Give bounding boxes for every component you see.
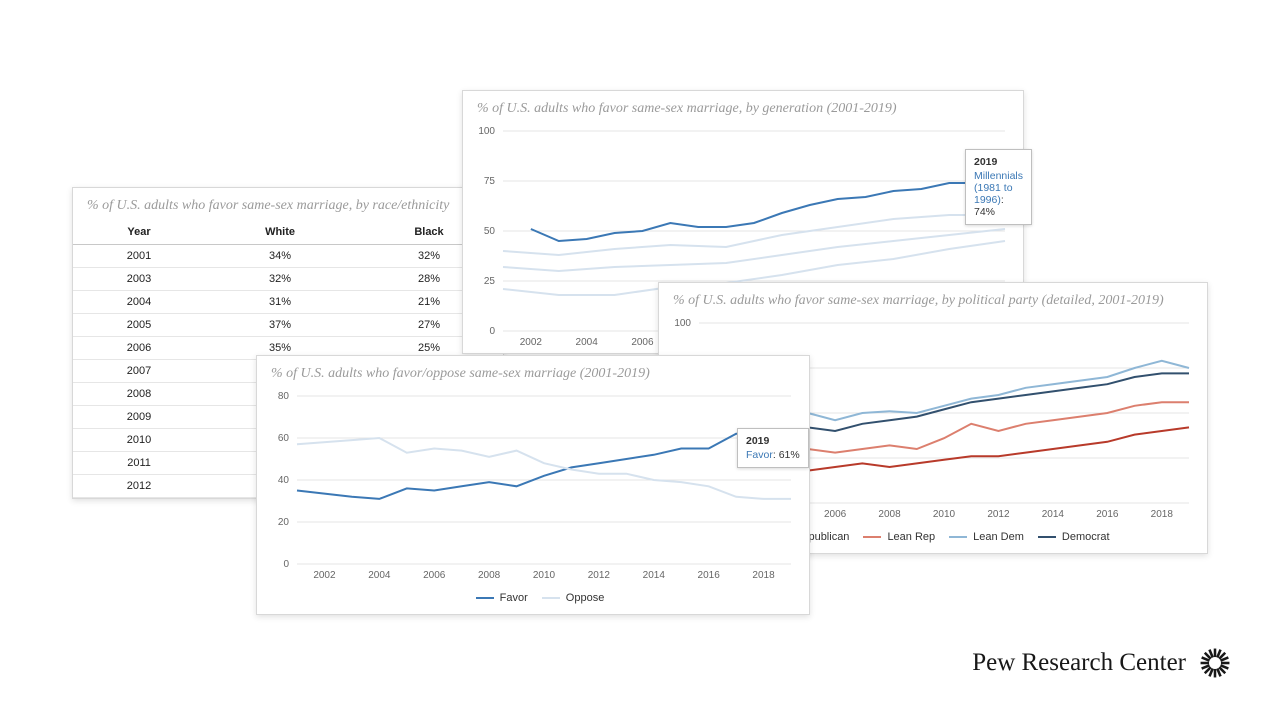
legend-item: Lean Rep [849, 531, 935, 543]
panel-title: % of U.S. adults who favor same-sex marr… [73, 188, 503, 220]
svg-text:0: 0 [283, 559, 289, 570]
legend-item: Oppose [528, 592, 605, 604]
svg-text:2002: 2002 [520, 337, 543, 348]
table-header: Year [73, 220, 205, 245]
svg-text:100: 100 [478, 126, 495, 137]
legend-item: Democrat [1024, 531, 1110, 543]
svg-text:80: 80 [278, 391, 290, 402]
svg-text:100: 100 [674, 318, 691, 329]
svg-text:2012: 2012 [987, 509, 1010, 520]
favor-oppose-chart-panel: % of U.S. adults who favor/oppose same-s… [256, 355, 810, 615]
svg-text:2006: 2006 [824, 509, 847, 520]
brand-text: Pew Research Center [972, 649, 1186, 677]
svg-text:2018: 2018 [752, 570, 775, 581]
brand-logo: Pew Research Center [972, 646, 1232, 680]
legend-item: Favor [462, 592, 528, 604]
table-row: 200431%21% [73, 291, 503, 314]
table-row: 200332%28% [73, 268, 503, 291]
tooltip-value: 74% [974, 206, 995, 218]
table-row: 200134%32% [73, 245, 503, 268]
legend-item: Lean Dem [935, 531, 1024, 543]
svg-text:2006: 2006 [631, 337, 654, 348]
svg-text:0: 0 [489, 326, 495, 337]
svg-text:2008: 2008 [878, 509, 901, 520]
svg-text:2010: 2010 [533, 570, 556, 581]
favor-oppose-legend: FavorOppose [257, 586, 809, 614]
panel-title: % of U.S. adults who favor/oppose same-s… [257, 356, 809, 388]
table-row: 200537%27% [73, 314, 503, 337]
table-header: White [205, 220, 355, 245]
tooltip-year: 2019 [974, 156, 1023, 168]
svg-text:20: 20 [278, 517, 290, 528]
svg-text:2016: 2016 [1096, 509, 1119, 520]
svg-text:2002: 2002 [313, 570, 336, 581]
tooltip-year: 2019 [746, 435, 800, 447]
svg-text:2010: 2010 [933, 509, 956, 520]
tooltip-value: 61% [779, 449, 800, 461]
favor-oppose-chart: 0 20 40 60 80 2002 2004 2006 2008 2010 2012 2014 201… [257, 388, 805, 586]
svg-text:2018: 2018 [1151, 509, 1174, 520]
tooltip-label: Millennials (1981 to 1996) [974, 170, 1023, 206]
chart-tooltip: 2019 Millennials (1981 to 1996): 74% [965, 149, 1032, 225]
svg-text:2004: 2004 [576, 337, 599, 348]
svg-text:2012: 2012 [588, 570, 611, 581]
chart-tooltip: 2019 Favor: 61% [737, 428, 809, 468]
svg-text:2006: 2006 [423, 570, 446, 581]
svg-text:60: 60 [278, 433, 290, 444]
svg-text:25: 25 [484, 276, 496, 287]
panel-title: % of U.S. adults who favor same-sex marr… [463, 91, 1023, 123]
svg-text:2014: 2014 [643, 570, 666, 581]
svg-text:50: 50 [484, 226, 496, 237]
svg-text:2016: 2016 [698, 570, 721, 581]
svg-text:75: 75 [484, 176, 496, 187]
svg-text:2008: 2008 [478, 570, 501, 581]
svg-text:40: 40 [278, 475, 290, 486]
sunburst-icon [1198, 646, 1232, 680]
panel-title: % of U.S. adults who favor same-sex marr… [659, 283, 1207, 315]
svg-text:2014: 2014 [1042, 509, 1065, 520]
svg-text:2004: 2004 [368, 570, 391, 581]
tooltip-label: Favor [746, 449, 773, 461]
